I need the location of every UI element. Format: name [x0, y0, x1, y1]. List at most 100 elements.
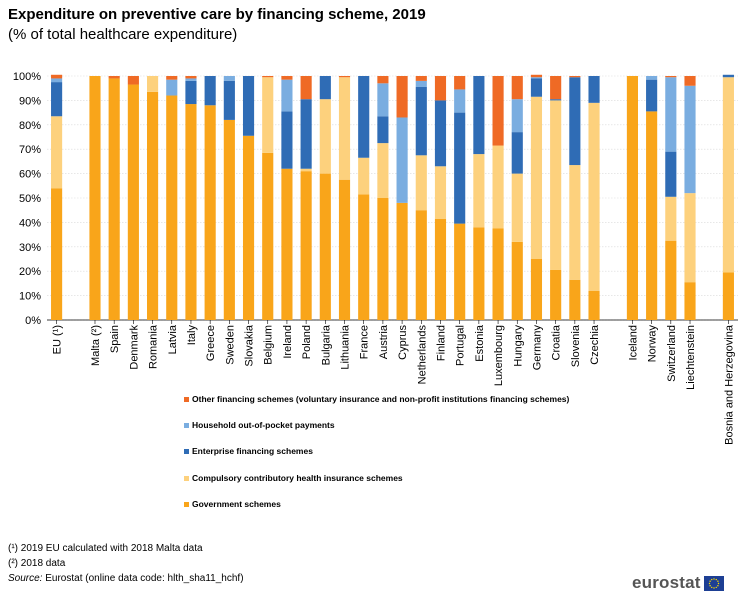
- bar-segment-compulsory: [415, 155, 427, 211]
- bar-segment-other: [415, 76, 427, 81]
- legend-item-enterprise: Enterprise financing schemes: [184, 446, 313, 456]
- bar-segment-government: [185, 104, 197, 320]
- bar-segment-other: [434, 76, 447, 101]
- legend-item-other: Other financing schemes (voluntary insur…: [184, 394, 569, 404]
- bar-segment-government: [550, 269, 562, 320]
- bar-segment-government: [473, 227, 485, 320]
- bar-segment-other: [454, 76, 466, 90]
- bar-segment-compulsory: [550, 100, 562, 270]
- legend-item-household: Household out-of-pocket payments: [184, 420, 335, 430]
- bar-segment-compulsory: [569, 165, 581, 280]
- x-tick-label: Luxembourg: [493, 325, 505, 386]
- bar-segment-other: [338, 76, 351, 78]
- y-tick-label: 20%: [19, 266, 41, 278]
- bar-segment-government: [377, 198, 389, 320]
- bar-segment-household: [166, 79, 178, 96]
- legend-item-government: Government schemes: [184, 499, 281, 509]
- bar-segment-compulsory: [147, 76, 159, 92]
- bar-segment-government: [396, 202, 408, 320]
- bar-segment-other: [185, 76, 197, 79]
- x-tick-label: Bulgaria: [320, 324, 332, 365]
- bar-segment-other: [511, 76, 523, 100]
- bar-segment-enterprise: [281, 111, 293, 169]
- y-tick-label: 10%: [19, 291, 41, 303]
- bar-segment-household: [454, 89, 466, 113]
- chart-subtitle: (% of total healthcare expenditure): [8, 26, 238, 43]
- y-tick-label: 70%: [19, 144, 41, 156]
- bar-segment-compulsory: [300, 168, 312, 172]
- bar-segment-government: [626, 76, 638, 320]
- bar-segment-government: [89, 76, 101, 320]
- bar-segment-government: [127, 84, 139, 320]
- bar-segment-enterprise: [722, 74, 734, 78]
- x-tick-label: Latvia: [167, 324, 179, 354]
- bar-segment-other: [684, 76, 696, 86]
- bar-segment-compulsory: [530, 96, 543, 260]
- bar-segment-enterprise: [588, 76, 600, 103]
- bar-segment-government: [511, 241, 523, 320]
- x-tick-label: Finland: [435, 325, 447, 361]
- x-tick-label: Estonia: [474, 324, 486, 362]
- bar-segment-other: [377, 76, 389, 84]
- y-tick-label: 30%: [19, 242, 41, 254]
- bar-segment-government: [166, 95, 178, 321]
- x-tick-label: EU (¹): [52, 325, 64, 354]
- bar-segment-government: [646, 111, 658, 320]
- bar-segment-other: [396, 76, 408, 118]
- bar-segment-government: [281, 168, 293, 320]
- x-tick-label: Romania: [148, 324, 160, 369]
- bar-segment-other: [281, 76, 293, 80]
- x-tick-label: Italy: [186, 325, 198, 346]
- x-tick-label: Sweden: [224, 325, 236, 365]
- bar-segment-household: [415, 80, 427, 87]
- bar-segment-enterprise: [185, 80, 197, 105]
- y-tick-label: 100%: [13, 71, 41, 83]
- legend-item-compulsory: Compulsory contributory health insurance…: [184, 473, 403, 483]
- bar-segment-compulsory: [588, 102, 600, 291]
- bar-segment-enterprise: [204, 76, 216, 106]
- bar-segment-government: [147, 91, 159, 320]
- legend-label-household: Household out-of-pocket payments: [192, 420, 335, 430]
- bar-segment-enterprise: [473, 76, 485, 155]
- bar-segment-compulsory: [262, 77, 274, 153]
- bar-segment-enterprise: [530, 78, 543, 97]
- x-tick-label: France: [359, 325, 371, 359]
- bar-segment-enterprise: [434, 100, 447, 167]
- legend-swatch-government: [184, 501, 189, 507]
- legend-label-government: Government schemes: [192, 499, 281, 509]
- bar-segment-compulsory: [492, 145, 504, 229]
- bar-segment-enterprise: [550, 99, 562, 101]
- bar-segment-enterprise: [377, 116, 389, 144]
- bar-segment-other: [300, 76, 312, 100]
- bar-segment-compulsory: [473, 154, 485, 228]
- bar-segment-government: [358, 194, 370, 320]
- source-label: Source:: [8, 573, 43, 584]
- bar-segment-other: [492, 76, 504, 146]
- x-tick-label: Lithuania: [340, 324, 352, 370]
- bar-segment-compulsory: [684, 193, 696, 283]
- x-tick-label: Germany: [531, 325, 543, 371]
- x-tick-label: Bosnia and Herzegovina: [723, 324, 735, 445]
- bar-segment-enterprise: [358, 76, 370, 158]
- x-tick-label: Iceland: [627, 325, 639, 360]
- x-tick-label: Greece: [205, 325, 217, 361]
- bar-segment-other: [262, 76, 274, 78]
- bar-segment-compulsory: [319, 99, 331, 174]
- bar-segment-other: [51, 74, 63, 79]
- bar-segment-other: [569, 76, 581, 78]
- legend-swatch-household: [184, 422, 189, 428]
- y-tick-label: 90%: [19, 95, 41, 107]
- bar-segment-enterprise: [665, 151, 677, 197]
- bar-segment-enterprise: [646, 79, 658, 112]
- legend-swatch-enterprise: [184, 448, 189, 454]
- source-text: Eurostat (online data code: hlth_sha11_h…: [42, 573, 244, 584]
- bar-segment-compulsory: [722, 77, 734, 273]
- bar-segment-other: [166, 76, 178, 80]
- x-tick-label: Belgium: [263, 325, 275, 365]
- bar-segment-enterprise: [415, 86, 427, 156]
- bar-segment-household: [511, 99, 523, 133]
- x-tick-label: Cyprus: [397, 325, 409, 360]
- x-tick-label: Netherlands: [416, 325, 428, 385]
- bar-segment-household: [185, 78, 197, 81]
- legend-swatch-compulsory: [184, 475, 189, 481]
